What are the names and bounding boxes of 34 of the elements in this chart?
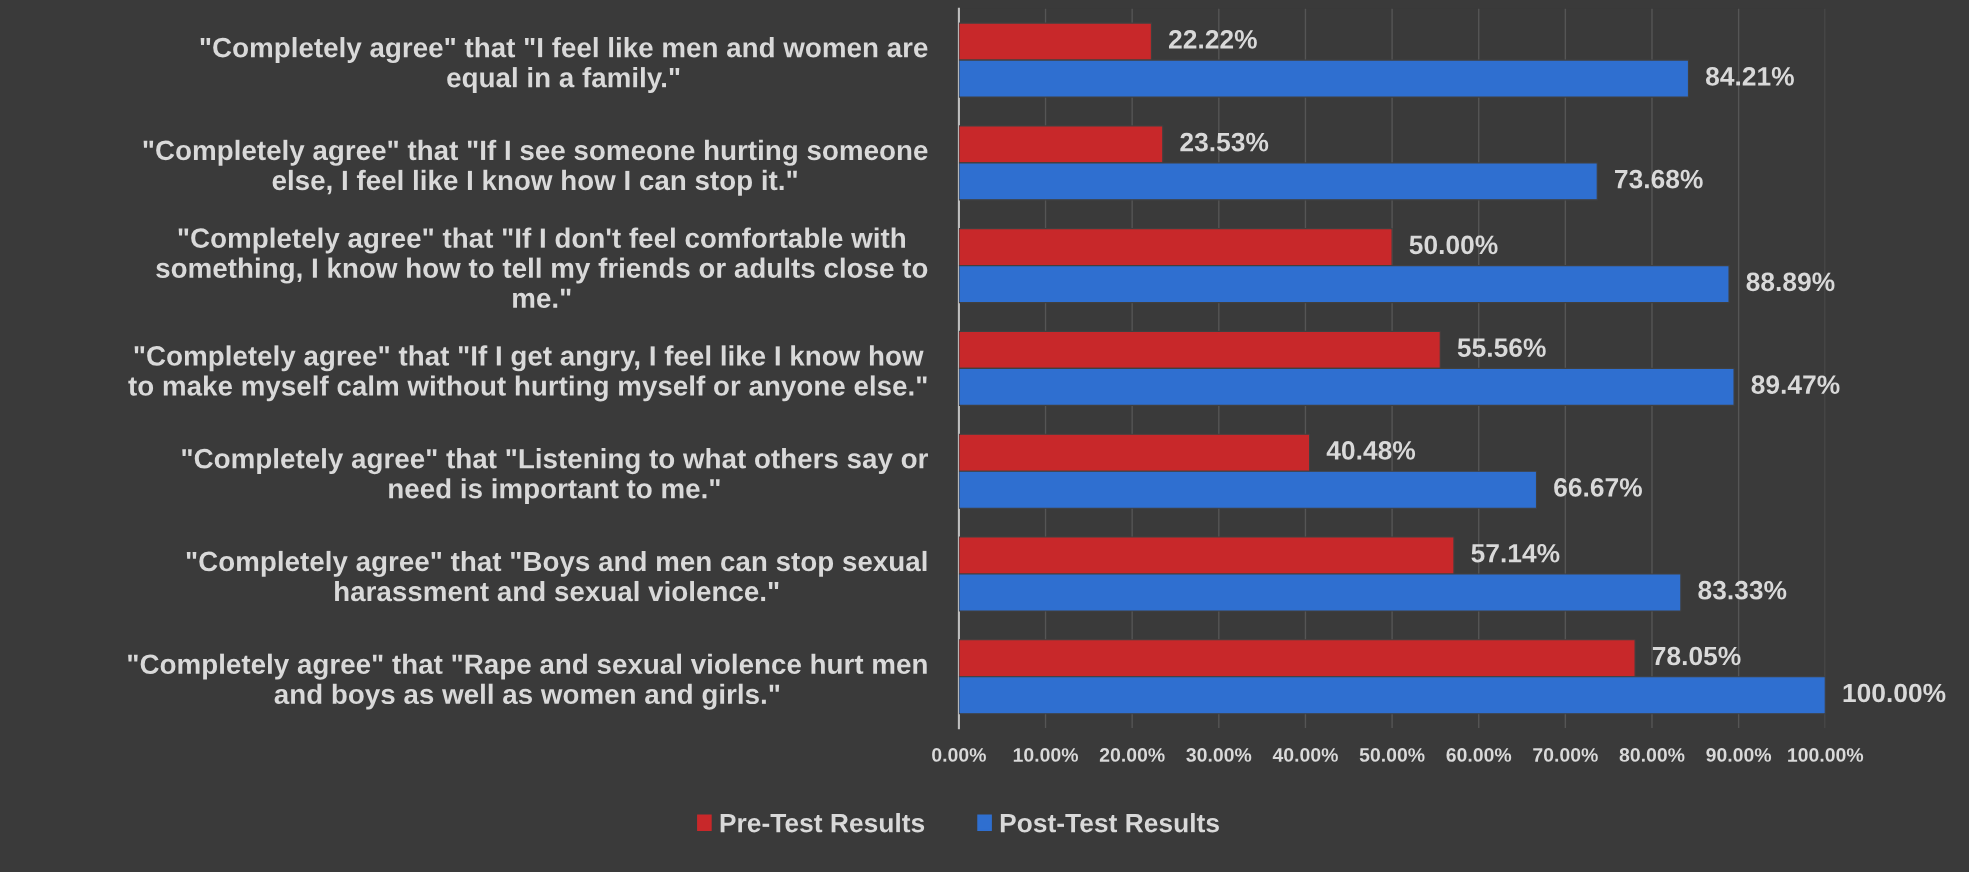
data-label: 73.68% xyxy=(1615,169,1703,189)
data-label: 50.00% xyxy=(1409,235,1498,255)
y-tick-label: "Completely agree" that "If I get angry, I feel like I know how to make myself calm without hurting myself or anyone else." xyxy=(128,345,927,402)
x-tick-label: 30.00% xyxy=(1186,748,1252,762)
x-tick-label: 40.00% xyxy=(1272,748,1338,762)
y-tick-label: "Completely agree" that "I feel like men and women are equal in a family." xyxy=(200,37,928,93)
data-label: 89.47% xyxy=(1751,375,1840,394)
x-tick-label: 50.00% xyxy=(1359,748,1425,762)
x-tick-label: 90.00% xyxy=(1706,748,1772,762)
legend-label: Pre-Test Results xyxy=(720,813,925,833)
x-tick-label: 60.00% xyxy=(1446,748,1512,762)
x-tick-label: 70.00% xyxy=(1533,748,1598,762)
data-label: 83.33% xyxy=(1698,580,1787,600)
x-tick-label: 80.00% xyxy=(1619,748,1685,762)
data-label: 40.48% xyxy=(1326,441,1416,460)
data-label: 57.14% xyxy=(1471,543,1560,563)
x-tick-label: 10.00% xyxy=(1013,748,1078,762)
x-tick-label: 100.00% xyxy=(1788,748,1864,762)
y-tick-label: "Completely agree" that "Boys and men can stop sexual harassment and sexual violence." xyxy=(186,550,927,602)
y-tick-label: "Completely agree" that "If I don't feel comfortable with something, I know how to tell my friends or adults close to me." xyxy=(156,227,928,309)
data-label: 55.56% xyxy=(1457,338,1546,357)
data-label: 22.22% xyxy=(1168,30,1257,49)
y-tick-label: "Completely agree" that "If I see someone hurting someone else, I feel like I know how I can stop it." xyxy=(143,139,928,196)
data-label: 100.00% xyxy=(1843,683,1946,703)
legend-label: Post-Test Results xyxy=(1000,813,1219,833)
data-label: 23.53% xyxy=(1180,132,1269,152)
data-label: 84.21% xyxy=(1705,67,1794,86)
y-tick-label: "Completely agree" that "Rape and sexual violence hurt men and boys as well as women and girls." xyxy=(128,653,927,710)
data-label: 78.05% xyxy=(1652,646,1741,666)
data-label: 66.67% xyxy=(1554,478,1642,497)
y-tick-label: "Completely agree" that "Listening to what others say or need is important to me." xyxy=(182,448,928,505)
x-tick-label: 0.00% xyxy=(932,748,986,762)
x-tick-label: 20.00% xyxy=(1099,748,1165,762)
data-label: 88.89% xyxy=(1746,272,1835,292)
